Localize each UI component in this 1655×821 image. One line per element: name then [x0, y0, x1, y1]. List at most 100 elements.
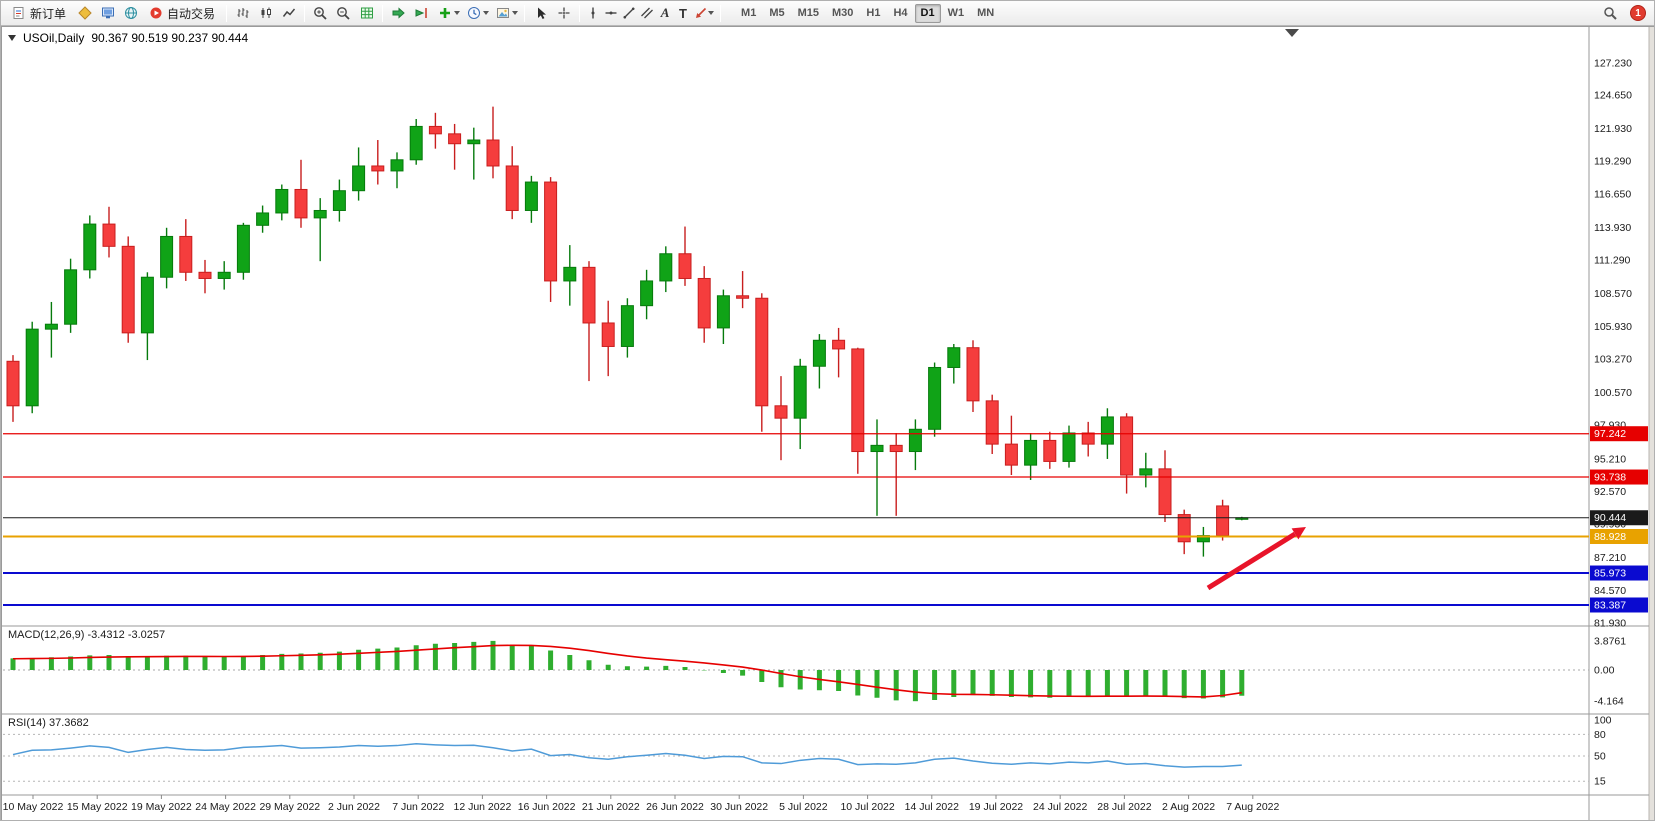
timeframe-w1[interactable]: W1: [942, 4, 971, 23]
text-label-tool-icon: T: [679, 5, 687, 21]
chevron-down-icon[interactable]: [454, 11, 461, 15]
grid-icon: [360, 7, 373, 19]
svg-text:108.570: 108.570: [1594, 288, 1632, 300]
svg-text:95.210: 95.210: [1594, 453, 1626, 465]
svg-text:21 Jun 2022: 21 Jun 2022: [582, 801, 640, 813]
zoom-in-icon: [314, 6, 327, 20]
terminal-icon: [101, 7, 114, 19]
templates-button[interactable]: [491, 3, 514, 24]
hline-85.973[interactable]: 85.973: [3, 565, 1648, 581]
chart-shift-marker[interactable]: [1285, 29, 1299, 37]
svg-text:2 Jun 2022: 2 Jun 2022: [328, 801, 380, 813]
svg-text:2 Aug 2022: 2 Aug 2022: [1162, 801, 1215, 813]
macd-signal-line: [12, 644, 1242, 698]
toolbar-separator: [579, 4, 581, 22]
bar-chart-button[interactable]: [231, 3, 254, 24]
cursor-tool-button[interactable]: [529, 3, 552, 24]
auto-scroll-icon: [392, 7, 405, 19]
zoom-in-button[interactable]: [309, 3, 332, 24]
auto-scroll-button[interactable]: [387, 3, 410, 24]
crosshair-tool-button[interactable]: [552, 3, 575, 24]
market-watch-button[interactable]: [73, 3, 96, 24]
timeframe-m5[interactable]: M5: [763, 4, 790, 23]
strategy-tester-button[interactable]: [119, 3, 142, 24]
chevron-down-icon[interactable]: [483, 11, 490, 15]
macd-histogram: [10, 640, 1245, 702]
svg-text:10 May 2022: 10 May 2022: [3, 801, 64, 813]
chevron-down-icon[interactable]: [512, 11, 519, 15]
zoom-out-icon: [337, 6, 350, 20]
periods-button[interactable]: [462, 3, 485, 24]
toolbar-separator: [524, 4, 526, 22]
search-button[interactable]: [1599, 3, 1622, 24]
hline-93.738[interactable]: 93.738: [3, 469, 1648, 485]
trend-arrow-annotation[interactable]: [1206, 527, 1306, 591]
horizontal-line-icon: [605, 11, 617, 15]
svg-text:3.8761: 3.8761: [1594, 635, 1626, 647]
grid-toggle-button[interactable]: [355, 3, 378, 24]
vertical-line-tool-button[interactable]: [584, 3, 602, 24]
new-order-icon: [13, 7, 24, 19]
hline-90.444[interactable]: 90.444: [3, 510, 1648, 526]
timeframe-h1[interactable]: H1: [860, 4, 886, 23]
svg-text:26 Jun 2022: 26 Jun 2022: [646, 801, 704, 813]
svg-text:119.290: 119.290: [1594, 156, 1631, 168]
text-label-tool-button[interactable]: T: [674, 3, 692, 24]
new-order-button[interactable]: 新订单: [5, 3, 73, 24]
price-chart-canvas[interactable]: 127.230 124.650 121.930 119.290 116.650 113.9…: [1, 26, 1655, 821]
crosshair-icon: [558, 7, 570, 19]
svg-text:29 May 2022: 29 May 2022: [259, 801, 320, 813]
svg-text:100.570: 100.570: [1594, 387, 1632, 399]
timeframe-m1[interactable]: M1: [735, 4, 762, 23]
toolbar-separator: [304, 4, 306, 22]
price-axis: 127.230 124.650 121.930 119.290 116.650 113.9…: [1594, 58, 1632, 630]
terminal-button[interactable]: [96, 3, 119, 24]
svg-text:15: 15: [1594, 776, 1606, 788]
date-axis: 10 May 2022 15 May 2022 19 May 2022 24 May …: [3, 795, 1280, 813]
svg-text:7 Jun 2022: 7 Jun 2022: [392, 801, 444, 813]
chart-shift-button[interactable]: [410, 3, 433, 24]
chart-window: 127.230 124.650 121.930 119.290 116.650 113.9…: [1, 26, 1655, 821]
diamond-icon: [77, 6, 92, 20]
auto-trading-button[interactable]: 自动交易: [142, 3, 222, 24]
hline-97.242[interactable]: 97.242: [3, 426, 1648, 442]
toolbar-right: 1: [1599, 3, 1652, 24]
svg-text:121.930: 121.930: [1594, 123, 1632, 135]
globe-icon: [124, 7, 137, 19]
toolbar-separator: [720, 4, 722, 22]
channel-tool-button[interactable]: [638, 3, 656, 24]
timeframe-group: M1 M5 M15 M30 H1 H4 D1 W1 MN: [735, 3, 1000, 23]
line-chart-button[interactable]: [277, 3, 300, 24]
svg-text:83.387: 83.387: [1594, 599, 1626, 611]
new-order-label: 新订单: [30, 6, 67, 21]
notification-badge[interactable]: 1: [1630, 5, 1646, 21]
zoom-out-button[interactable]: [332, 3, 355, 24]
timeframe-m30[interactable]: M30: [826, 4, 859, 23]
svg-text:85.973: 85.973: [1594, 568, 1626, 580]
svg-text:14 Jul 2022: 14 Jul 2022: [905, 801, 959, 813]
chevron-down-icon[interactable]: [708, 11, 715, 15]
timeframe-h4[interactable]: H4: [887, 4, 913, 23]
candlestick-chart-button[interactable]: [254, 3, 277, 24]
svg-text:50: 50: [1594, 751, 1606, 763]
indicators-button[interactable]: [433, 3, 456, 24]
hline-83.387[interactable]: 83.387: [3, 597, 1648, 613]
window-scrollbar[interactable]: [1648, 26, 1655, 821]
trendline-tool-button[interactable]: [620, 3, 638, 24]
text-tool-button[interactable]: A: [656, 3, 674, 24]
auto-trading-label: 自动交易: [167, 6, 216, 21]
timeframe-m15[interactable]: M15: [792, 4, 825, 23]
timeframe-mn[interactable]: MN: [971, 4, 1000, 23]
svg-text:92.570: 92.570: [1594, 486, 1626, 498]
svg-text:80: 80: [1594, 729, 1606, 741]
arrow-tools-button[interactable]: [692, 3, 710, 24]
horizontal-line-tool-button[interactable]: [602, 3, 620, 24]
svg-text:127.230: 127.230: [1594, 58, 1632, 70]
svg-text:81.930: 81.930: [1594, 618, 1626, 630]
trendline-icon: [623, 7, 635, 19]
hline-88.928[interactable]: 88.928: [3, 528, 1648, 544]
svg-text:124.650: 124.650: [1594, 89, 1632, 101]
timeframe-d1[interactable]: D1: [914, 3, 941, 23]
collapse-triangle-icon[interactable]: [8, 35, 16, 41]
